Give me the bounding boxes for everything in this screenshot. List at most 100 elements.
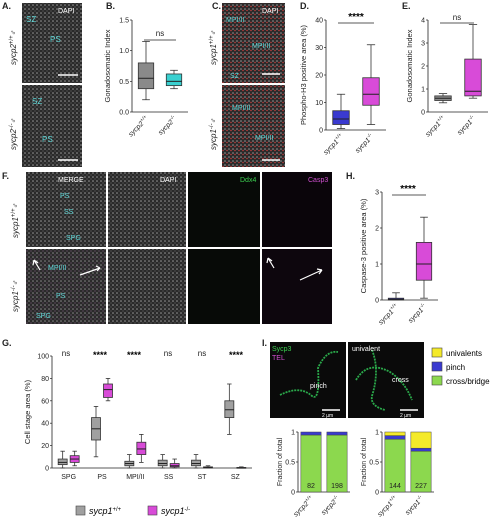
y-tick-label: 0 [375,298,379,305]
label-ss: SS [64,209,74,216]
micrograph-f-merge-bottom [26,249,106,324]
box-plot-box [165,73,183,87]
label-dapi: DAPI [58,8,74,15]
channel-label-merge: MERGE [58,177,84,184]
legend-i: univalents pinch cross/bridge [431,347,490,386]
y-tick-label: 0 [291,490,295,497]
micrograph-a-top [22,3,82,83]
y-tick-label: 0 [375,490,379,497]
micrograph-f-dapi-top [108,172,186,247]
panel-d-letter: D. [300,1,309,11]
box-plot-box [103,383,113,398]
x-tick-label: sycp1+/+ [376,302,400,326]
stacked-bar-segment [384,435,406,440]
micrograph-f-casp3-top [262,172,332,247]
scale-label: 2 µm [322,413,333,419]
box-plot-box [191,459,201,467]
x-tick-label: SPG [61,474,76,481]
label-dapi: DAPI [262,8,278,15]
x-tick-label: ST [198,474,208,481]
x-tick-label: sycp1+/+ [375,494,399,518]
y-tick-label: 1.0 [119,48,129,55]
panel-e-letter: E. [402,1,411,11]
box-plot-box [224,400,235,418]
x-tick-label: SS [164,474,174,481]
legend-swatch-magenta [147,505,158,516]
arrow [299,268,323,281]
ns-label: ns [164,349,172,358]
panel-g-letter: G. [2,338,12,348]
legend-label: sycp1+/+ [89,506,122,516]
chart-b: 0.0 0.5 1.0 1.5 Gonadosomatic Index sycp2+/+ s… [103,18,188,138]
legend-swatch-yellow [431,347,443,358]
y-tick-label: 0.5 [369,460,379,467]
channel-label-dapi: DAPI [160,177,176,184]
genotype-label: sycp2+/+♂ [9,29,18,65]
count-label: 144 [389,483,401,490]
stacked-bar-segment [410,431,432,449]
label-spg: SPG [66,235,81,242]
box-plot-box [169,463,180,468]
y-axis-label: Fraction of total [361,437,368,486]
x-tick-label: sycp1-/- [403,494,426,517]
stacked-bar-segment [384,431,406,436]
x-tick-label: sycp2+/+ [126,114,150,138]
legend-swatch-blue [431,361,443,372]
chart-e: 0 1 2 3 4 Gonadosomatic Index sycp1+/+ sycp1-/- [405,18,488,138]
label-spg: SPG [36,313,51,320]
arrow [32,259,41,271]
y-tick-label: 10 [315,100,323,107]
x-tick-label: PS [97,474,107,481]
y-tick-label: 80 [41,376,49,383]
genotype-label: sycp1-/-♂ [209,117,218,150]
micrograph-f-ddx4-top [188,172,260,247]
y-tick-label: 0.5 [119,79,129,86]
micrograph-c-top [222,3,285,83]
label-sz: SZ [32,97,42,106]
genotype-label: sycp2-/-♂ [9,117,18,150]
chart-h: 0 1 2 3 Caspase-3 positive area (%) sycp1+/+ s… [359,190,438,326]
y-tick-label: 4 [421,18,425,25]
arrow [266,257,275,269]
box-plot-box [464,58,482,97]
arrow [79,265,101,276]
label-mp: MPI/II [226,17,244,24]
y-tick-label: 1.5 [119,18,129,25]
box-plot-box [57,458,68,466]
micrograph-c-bottom [222,85,285,167]
y-tick-label: 20 [41,443,49,450]
label-mp: MPI/II [252,43,270,50]
panel-c-letter: C. [212,1,221,11]
label-ps: PS [60,193,70,200]
box-plot-box [362,77,380,106]
label-pinch: pinch [310,383,327,390]
y-tick-label: 2 [375,226,379,233]
micrograph-f-merge-top [26,172,106,247]
y-tick-label: 40 [315,18,323,25]
panel-a-letter: A. [2,1,11,11]
genotype-label: sycp1+/+♂ [11,202,20,238]
channel-label-sycp3: Sycp3 [272,346,292,353]
x-tick-label: sycp1-/- [406,302,429,325]
legend-label: pinch [446,363,465,372]
stacked-bar-segment [326,431,348,436]
significance-label: **** [127,350,142,360]
significance-label: **** [93,350,108,360]
legend-label: sycp1-/- [161,506,190,516]
x-tick-label: sycp1+/+ [423,114,447,138]
chart-g: 0 20 40 60 80 100 Cell stage area (%) SPG PS MPI/… [23,354,252,481]
label-univalent: univalent [352,346,380,353]
y-axis-label: Gonadosomatic Index [103,29,112,102]
count-label: 82 [307,483,315,490]
channel-label-ddx4: Ddx4 [240,177,256,184]
y-axis-label: Phospho-H3 positive area (%) [299,24,308,125]
ns-label: ns [156,29,164,38]
y-axis-label: Fraction of total [277,437,284,486]
y-tick-label: 1 [375,262,379,269]
legend-label: univalents [446,349,482,358]
channel-label-casp3: Casp3 [308,177,328,184]
legend-label: cross/bridge [446,377,490,386]
genotype-label: sycp1-/-♂ [11,279,20,312]
y-tick-label: 100 [37,354,49,361]
